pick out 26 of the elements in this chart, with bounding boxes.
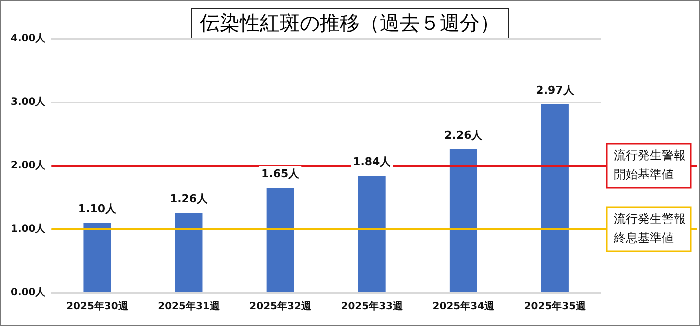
- ref-line-label: 流行発生警報開始基準値: [614, 148, 686, 182]
- data-label: 1.65人: [261, 168, 301, 181]
- data-label: 1.26人: [170, 192, 210, 206]
- y-tick-label: 3.00人: [10, 96, 47, 108]
- data-label: 2.97人: [536, 84, 576, 97]
- x-tick-label: 2025年35週: [524, 300, 588, 313]
- x-tick-label: 2025年34週: [432, 300, 496, 313]
- x-tick-label: 2025年33週: [341, 300, 404, 313]
- x-tick-label: 2025年31週: [158, 300, 221, 313]
- y-tick-label: 1.00人: [10, 223, 47, 236]
- ref-line-label: 流行発生警報終息基準値: [613, 212, 686, 246]
- y-tick-label: 0.00人: [10, 286, 47, 299]
- data-label: 1.84人: [353, 156, 392, 169]
- data-label: 1.10人: [78, 202, 118, 216]
- data-label: 2.26人: [444, 128, 484, 142]
- bar: [266, 188, 294, 292]
- bar: [358, 176, 386, 292]
- x-tick-label: 2025年30週: [66, 300, 130, 313]
- bar: [541, 104, 569, 292]
- y-tick-label: 2.00人: [10, 160, 47, 172]
- bar: [450, 149, 478, 292]
- bar: [84, 223, 112, 292]
- chart-title: 伝染性紅斑の推移（過去５週分）: [191, 8, 509, 39]
- y-tick-label: 4.00人: [10, 32, 47, 45]
- x-tick-label: 2025年32週: [250, 300, 312, 313]
- bar: [175, 212, 203, 292]
